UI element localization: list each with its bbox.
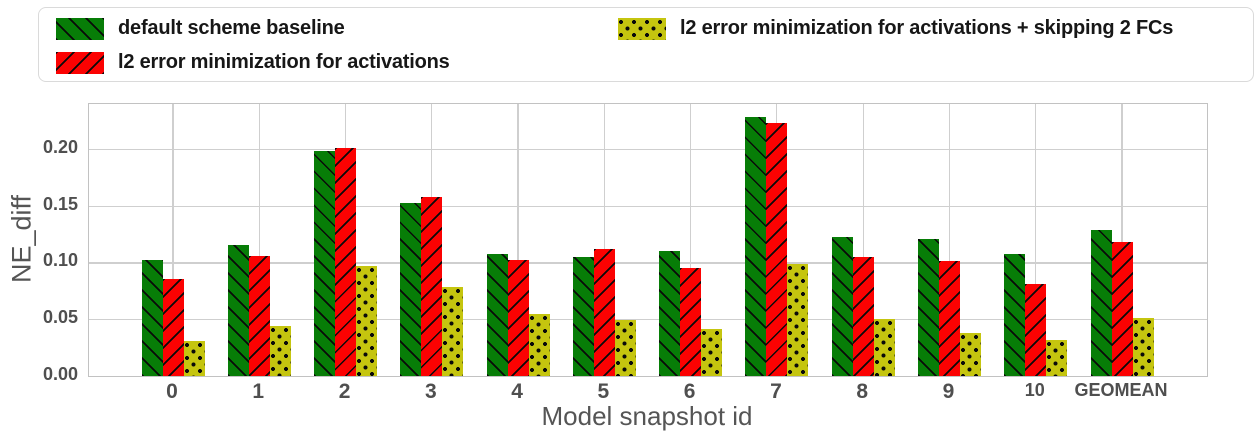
y-tick-label: 0.20 [42, 136, 78, 157]
bar-series2-catGEOMEAN [1132, 318, 1154, 376]
bar-series1-cat3 [421, 196, 443, 376]
x-axis-title: Model snapshot id [541, 401, 753, 431]
bar-series1-catGEOMEAN [1111, 242, 1133, 376]
x-tick-label: 10 [1024, 380, 1045, 400]
bar-series0-cat8 [831, 237, 853, 376]
legend-column-left: default scheme baseline l2 error minimiz… [56, 17, 618, 74]
bar-series1-cat4 [507, 260, 529, 376]
bar-series2-cat5 [614, 320, 636, 376]
y-tick-label: 0.15 [42, 193, 78, 214]
bar-series0-cat3 [400, 203, 422, 376]
x-gridline [172, 104, 174, 376]
bar-series0-cat6 [659, 251, 681, 376]
legend-item-default-baseline: default scheme baseline [56, 17, 618, 40]
legend-label-l2-skipping-fcs: l2 error minimization for activations + … [680, 17, 1174, 39]
legend-label-l2-activations: l2 error minimization for activations [118, 51, 450, 73]
plot-area [88, 103, 1208, 377]
bar-series2-cat1 [269, 326, 291, 376]
legend-swatch-default-baseline-icon [56, 17, 104, 40]
x-gridline [862, 104, 864, 376]
x-tick-label: 4 [511, 380, 523, 403]
legend-item-l2-skipping-fcs: l2 error minimization for activations + … [618, 17, 1180, 40]
y-gridline [89, 262, 1207, 264]
legend-swatch-l2-activations-icon [56, 51, 104, 74]
bar-series2-cat8 [873, 319, 895, 376]
bar-series1-cat10 [1025, 284, 1047, 376]
bar-series0-cat0 [141, 260, 163, 376]
x-tick-label: 0 [166, 380, 178, 403]
bar-series0-cat9 [917, 238, 939, 376]
x-tick-label: GEOMEAN [1074, 380, 1168, 400]
bar-series0-cat4 [486, 254, 508, 376]
x-tick-label: 8 [856, 380, 869, 403]
y-tick-label: 0.00 [42, 364, 78, 384]
bar-series0-cat7 [745, 117, 767, 376]
x-gridline [1121, 104, 1123, 376]
legend-label-default-baseline: default scheme baseline [118, 17, 345, 39]
y-gridline [89, 319, 1207, 321]
bar-series1-cat6 [680, 268, 702, 376]
y-gridline [89, 148, 1207, 151]
bar-series1-cat1 [248, 255, 270, 376]
x-gridline [948, 104, 951, 376]
bar-series1-cat2 [335, 147, 357, 376]
bar-series1-cat7 [766, 122, 788, 376]
y-tick-label: 0.05 [42, 307, 78, 328]
x-gridline [1035, 104, 1037, 376]
legend-swatch-l2-skipping-fcs-icon [618, 17, 666, 40]
x-gridline [690, 104, 692, 376]
bar-series0-cat5 [572, 256, 594, 376]
bar-series2-cat9 [959, 332, 981, 376]
bar-series1-cat5 [593, 248, 615, 376]
bar-series2-cat4 [528, 313, 550, 376]
x-tick-label: 2 [338, 380, 351, 403]
x-tick-label: 3 [424, 380, 437, 403]
x-tick-label: 9 [942, 380, 955, 403]
bar-series0-cat1 [227, 245, 249, 376]
bar-series1-cat0 [162, 279, 184, 376]
x-tick-label: 6 [683, 380, 696, 403]
y-tick-label: 0.10 [42, 250, 78, 271]
x-gridline [603, 104, 605, 376]
bar-series1-cat9 [938, 261, 960, 376]
x-tick-label: 1 [252, 380, 265, 403]
bar-series2-cat6 [701, 329, 723, 376]
legend-item-l2-activations: l2 error minimization for activations [56, 51, 618, 74]
bar-series0-cat2 [314, 151, 336, 376]
bar-series1-cat8 [852, 256, 874, 376]
bar-series2-cat10 [1046, 339, 1068, 376]
x-tick-label: 5 [597, 380, 610, 403]
x-tick-label: 7 [770, 380, 782, 403]
x-gridline [258, 104, 260, 376]
y-gridline [89, 205, 1207, 207]
legend: default scheme baseline l2 error minimiz… [38, 7, 1254, 82]
bar-series0-cat10 [1004, 254, 1026, 376]
bar-series2-cat3 [442, 287, 464, 376]
bar-series0-catGEOMEAN [1090, 229, 1112, 376]
bar-series2-cat7 [787, 263, 809, 376]
bar-series2-cat2 [356, 265, 378, 376]
x-gridline [517, 104, 519, 376]
legend-column-right: l2 error minimization for activations + … [618, 17, 1180, 40]
bar-series2-cat0 [183, 340, 205, 376]
